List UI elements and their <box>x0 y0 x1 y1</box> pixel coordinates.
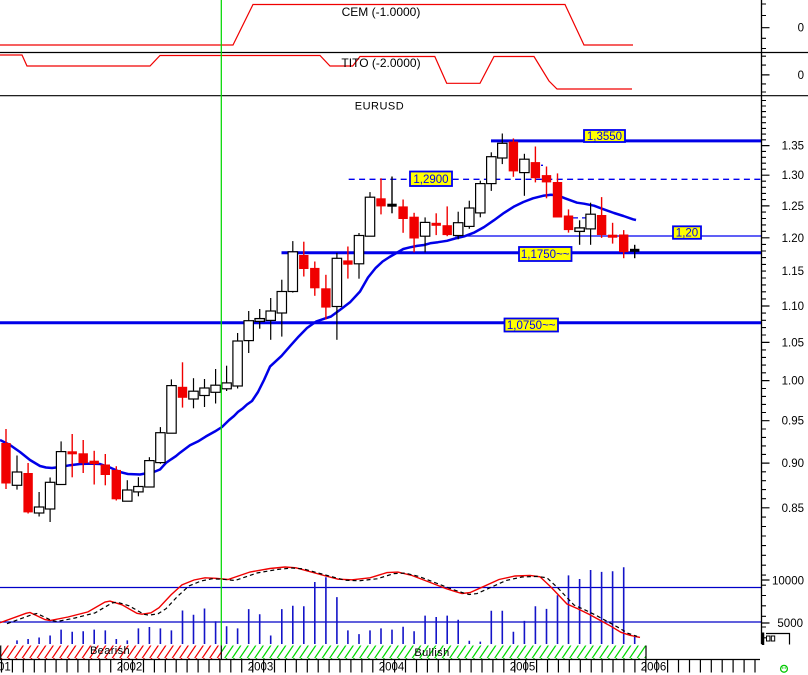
svg-text:1.15: 1.15 <box>782 266 804 278</box>
svg-text:CEM (-1.0000): CEM (-1.0000) <box>342 5 421 19</box>
svg-text:1.20: 1.20 <box>782 233 804 245</box>
svg-text:EURUSD: EURUSD <box>355 101 404 113</box>
svg-text:1,20: 1,20 <box>676 228 698 240</box>
svg-text:1.30: 1.30 <box>782 170 804 182</box>
svg-text:1,3550: 1,3550 <box>587 131 622 143</box>
svg-text:2004: 2004 <box>379 662 405 674</box>
svg-text:Bullish: Bullish <box>414 647 449 659</box>
svg-text:0: 0 <box>798 23 804 35</box>
svg-text:TITO (-2.0000): TITO (-2.0000) <box>341 56 420 70</box>
svg-text:Bearish: Bearish <box>90 645 130 657</box>
svg-text:10000: 10000 <box>772 576 804 588</box>
svg-text:0.85: 0.85 <box>782 503 804 515</box>
svg-text:1.00: 1.00 <box>782 376 804 388</box>
svg-text:1.35: 1.35 <box>782 141 804 153</box>
svg-text:1,1750~~: 1,1750~~ <box>521 249 570 261</box>
svg-text:01: 01 <box>0 662 11 674</box>
svg-text:0: 0 <box>798 70 804 82</box>
svg-text:2005: 2005 <box>510 662 536 674</box>
svg-text:1,0750~~: 1,0750~~ <box>507 320 556 332</box>
svg-text:1.05: 1.05 <box>782 337 804 349</box>
svg-text:0.95: 0.95 <box>782 416 804 428</box>
svg-text:1,2900: 1,2900 <box>413 174 448 186</box>
svg-text:2006: 2006 <box>641 662 667 674</box>
svg-text:5000: 5000 <box>777 618 803 630</box>
svg-text:0.90: 0.90 <box>782 458 804 470</box>
svg-text:2002: 2002 <box>117 662 143 674</box>
svg-text:2003: 2003 <box>248 662 274 674</box>
svg-text:1.25: 1.25 <box>782 201 804 213</box>
svg-text:1.10: 1.10 <box>782 301 804 313</box>
